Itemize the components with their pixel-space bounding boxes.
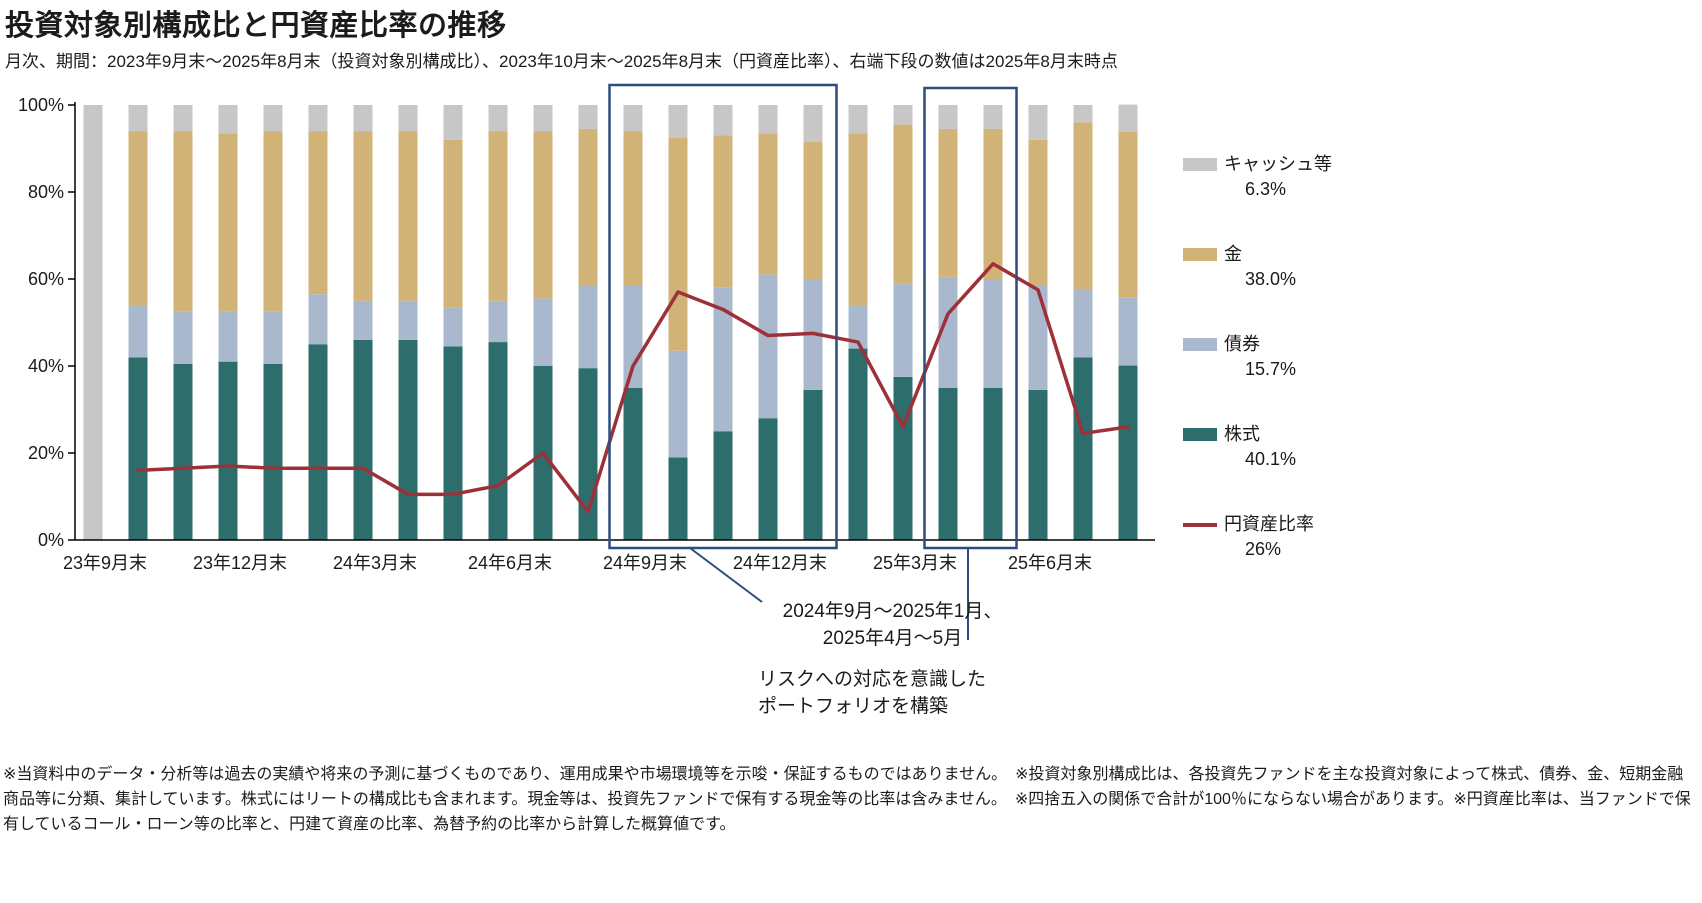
legend-value-cash: 6.3%: [1245, 179, 1287, 199]
annotation-desc-line1: リスクへの対応を意識した: [758, 669, 987, 690]
legend-value-bonds: 15.7%: [1245, 359, 1297, 379]
legend-label-gold: 金: [1224, 244, 1242, 264]
bonds-swatch-icon: [1183, 338, 1217, 351]
legend-item-stocks: 株式 40.1%: [1183, 422, 1513, 472]
svg-text:60%: 60%: [28, 269, 64, 289]
chart-legend: キャッシュ等 6.3% 金 38.0% 債券 15.7% 株式 40.1% 円資…: [1183, 152, 1513, 602]
svg-text:80%: 80%: [28, 182, 64, 202]
legend-value-yen-ratio: 26%: [1245, 539, 1282, 559]
legend-label-cash: キャッシュ等: [1224, 154, 1332, 174]
svg-text:20%: 20%: [28, 443, 64, 463]
legend-item-cash: キャッシュ等 6.3%: [1183, 152, 1513, 202]
chart-subtitle: 月次、期間：2023年9月末～2025年8月末（投資対象別構成比）、2023年1…: [5, 52, 1118, 71]
annotation-period-line2: 2025年4月～5月: [822, 628, 963, 649]
stacked-bar-line-chart: 0% 20% 40% 60% 80% 100% 23年9月末 23年12月末 24年3月末 24年…: [18, 83, 1155, 640]
svg-text:24年6月末: 24年6月末: [468, 553, 552, 573]
annotation-period: 2024年9月～2025年1月、 2025年4月～5月: [720, 598, 1065, 652]
legend-value-stocks: 40.1%: [1245, 449, 1297, 469]
legend-item-gold: 金 38.0%: [1183, 242, 1513, 292]
svg-text:40%: 40%: [28, 356, 64, 376]
svg-text:23年12月末: 23年12月末: [193, 553, 287, 573]
svg-text:25年6月末: 25年6月末: [1008, 553, 1092, 573]
svg-text:23年9月末: 23年9月末: [63, 553, 147, 573]
gold-swatch-icon: [1183, 248, 1217, 261]
svg-text:24年12月末: 24年12月末: [733, 553, 827, 573]
svg-text:25年3月末: 25年3月末: [873, 553, 957, 573]
svg-text:100%: 100%: [18, 95, 64, 115]
annotation-desc-line2: ポートフォリオを構築: [758, 696, 949, 717]
stocks-swatch-icon: [1183, 428, 1217, 441]
page-title: 投資対象別構成比と円資産比率の推移: [5, 10, 507, 42]
yen-ratio-line-icon: [1183, 522, 1217, 527]
legend-item-bonds: 債券 15.7%: [1183, 332, 1513, 382]
legend-item-yen-ratio: 円資産比率 26%: [1183, 512, 1513, 562]
svg-text:0%: 0%: [38, 530, 64, 550]
footnote-text: ※当資料中のデータ・分析等は過去の実績や将来の予測に基づくものであり、運用成果や…: [3, 766, 1691, 833]
annotation-description: リスクへの対応を意識した ポートフォリオを構築: [758, 666, 1078, 720]
legend-value-gold: 38.0%: [1245, 269, 1297, 289]
legend-label-bonds: 債券: [1224, 334, 1260, 354]
svg-text:24年3月末: 24年3月末: [333, 553, 417, 573]
legend-label-yen-ratio: 円資産比率: [1224, 514, 1314, 534]
annotation-period-line1: 2024年9月～2025年1月、: [782, 601, 1003, 622]
cash-swatch-icon: [1183, 158, 1217, 171]
svg-text:24年9月末: 24年9月末: [603, 553, 687, 573]
legend-label-stocks: 株式: [1224, 424, 1260, 444]
